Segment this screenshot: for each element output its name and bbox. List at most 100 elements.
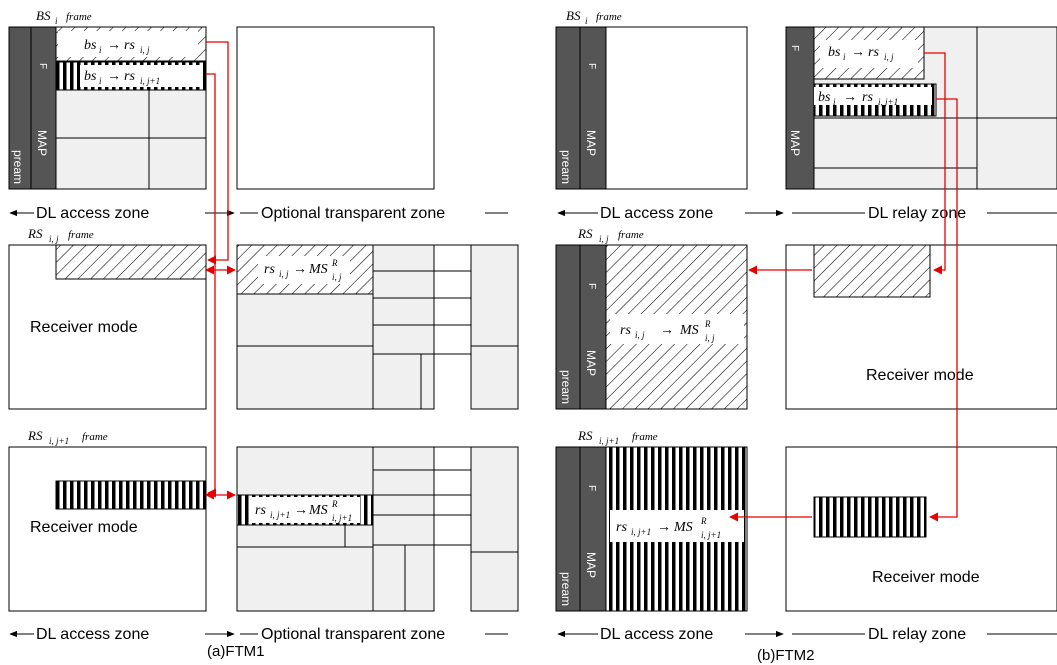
bs-relay-zone-b: MAP F xyxy=(785,26,1057,190)
caption-ftm2: (b)FTM2 xyxy=(757,647,815,664)
svg-text:F: F xyxy=(37,63,48,69)
bs-frame-label-a: BS i frame xyxy=(36,8,92,26)
rs-j-relay-b: Receiver mode xyxy=(785,244,1057,410)
svg-text:i, j: i, j xyxy=(599,234,609,244)
svg-text:rs: rs xyxy=(255,503,266,518)
svg-text:i, j: i, j xyxy=(635,330,645,340)
eq-bs-rs-j1-b: bs i → rs i, j+1 xyxy=(818,90,898,107)
zone-labels-a-bottom: DL access zone Optional transparent zone xyxy=(9,626,508,643)
svg-text:i, j+1: i, j+1 xyxy=(49,436,69,446)
bs-frame-b: pream MAP F xyxy=(555,26,748,190)
svg-text:i, j: i, j xyxy=(332,272,342,282)
zone-labels-a-top: DL access zone Optional transparent zone xyxy=(9,205,508,222)
svg-text:→: → xyxy=(657,520,671,535)
svg-text:DL access zone: DL access zone xyxy=(600,626,713,643)
eq-rs-ms-j-a: rs i, j → MS R i, j xyxy=(264,258,342,282)
svg-text:bs: bs xyxy=(84,38,97,53)
svg-text:rs: rs xyxy=(124,38,135,53)
svg-text:MAP: MAP xyxy=(35,130,49,156)
svg-text:RS: RS xyxy=(577,226,593,241)
svg-text:pream: pream xyxy=(559,370,573,404)
bs-frame-label-b: BS i frame xyxy=(566,8,622,26)
svg-text:R: R xyxy=(704,319,711,329)
svg-text:MS: MS xyxy=(673,520,693,535)
svg-text:DL access zone: DL access zone xyxy=(36,626,149,643)
svg-text:rs: rs xyxy=(264,262,275,277)
rs-j1-frame-a: Receiver mode xyxy=(8,446,207,612)
svg-text:rs: rs xyxy=(124,69,135,84)
svg-text:pream: pream xyxy=(11,150,25,184)
eq-rs-ms-j1-b: rs i, j+1 → MS R i, j+1 xyxy=(616,516,721,540)
svg-text:frame: frame xyxy=(68,229,94,241)
svg-text:rs: rs xyxy=(868,45,879,60)
zone-labels-b-top: DL access zone DL relay zone xyxy=(557,205,1057,222)
svg-text:pream: pream xyxy=(559,572,573,606)
svg-text:Receiver mode: Receiver mode xyxy=(30,519,138,536)
svg-text:i, j: i, j xyxy=(49,234,59,244)
arrows-b xyxy=(729,52,958,522)
svg-text:i, j+1: i, j+1 xyxy=(140,76,160,86)
svg-text:Optional transparent zone: Optional transparent zone xyxy=(261,205,445,222)
svg-text:RS: RS xyxy=(577,428,593,443)
rs-j1-transparent-a xyxy=(236,446,519,612)
svg-text:i, j+1: i, j+1 xyxy=(701,530,721,540)
svg-text:→: → xyxy=(107,38,121,53)
svg-text:→: → xyxy=(293,262,307,277)
svg-text:MAP: MAP xyxy=(584,130,598,156)
svg-text:i: i xyxy=(585,16,588,26)
svg-text:bs: bs xyxy=(84,69,97,84)
svg-text:DL relay zone: DL relay zone xyxy=(868,205,966,222)
svg-text:RS: RS xyxy=(27,428,43,443)
svg-text:MAP: MAP xyxy=(788,130,802,156)
eq-bs-rs-j-a: bs i → rs i, j xyxy=(84,38,150,55)
svg-text:DL access zone: DL access zone xyxy=(36,205,149,222)
svg-text:i, j+1: i, j+1 xyxy=(270,510,290,520)
svg-text:i, j+1: i, j+1 xyxy=(332,513,352,523)
svg-text:pream: pream xyxy=(559,150,573,184)
rs-j1-frame-b: pream MAP F xyxy=(555,446,748,612)
svg-text:frame: frame xyxy=(82,431,108,443)
svg-text:Receiver mode: Receiver mode xyxy=(872,569,980,586)
svg-text:R: R xyxy=(331,258,338,268)
svg-text:MS: MS xyxy=(308,503,328,518)
svg-text:MS: MS xyxy=(308,262,328,277)
svg-text:BS: BS xyxy=(36,8,51,23)
svg-text:→: → xyxy=(660,323,674,338)
transparent-zone-empty xyxy=(236,26,435,190)
rs-j1-relay-b: Receiver mode xyxy=(785,446,1057,612)
map-block xyxy=(30,26,57,190)
svg-text:i, j: i, j xyxy=(705,333,715,343)
svg-text:Receiver mode: Receiver mode xyxy=(866,367,974,384)
svg-text:RS: RS xyxy=(27,226,43,241)
svg-text:rs: rs xyxy=(862,90,873,105)
svg-text:F: F xyxy=(586,63,597,69)
svg-text:frame: frame xyxy=(66,11,92,23)
eq-bs-rs-j1-a: bs i → rs i, j+1 xyxy=(84,69,160,86)
eq-rs-ms-j1-a: rs i, j+1 → MS R i, j+1 xyxy=(255,499,352,523)
svg-text:→: → xyxy=(294,503,308,518)
svg-text:frame: frame xyxy=(632,431,658,443)
svg-text:i, j+1: i, j+1 xyxy=(599,436,619,446)
svg-text:R: R xyxy=(331,499,338,509)
rs-j-frame-label-b: RS i, j frame xyxy=(577,226,644,244)
svg-text:BS: BS xyxy=(566,8,581,23)
svg-text:F: F xyxy=(586,283,597,289)
svg-text:F: F xyxy=(789,45,800,51)
rs-j1-frame-label-b: RS i, j+1 frame xyxy=(577,428,658,446)
svg-text:frame: frame xyxy=(618,229,644,241)
rs-j1-frame-label-a: RS i, j+1 frame xyxy=(27,428,108,446)
zone-labels-b-bottom: DL access zone DL relay zone xyxy=(557,626,1057,643)
caption-ftm1: (a)FTM1 xyxy=(207,643,265,660)
svg-text:MS: MS xyxy=(679,323,699,338)
svg-text:DL relay zone: DL relay zone xyxy=(868,626,966,643)
svg-text:rs: rs xyxy=(620,323,631,338)
svg-text:i, j: i, j xyxy=(140,45,150,55)
svg-text:i, j: i, j xyxy=(884,52,894,62)
svg-text:frame: frame xyxy=(596,11,622,23)
svg-text:F: F xyxy=(586,485,597,491)
rs-j-frame-a: Receiver mode xyxy=(8,244,207,410)
svg-text:i, j+1: i, j+1 xyxy=(878,97,898,107)
svg-text:→: → xyxy=(843,90,857,105)
rs-j-frame-b: pream MAP F xyxy=(555,244,748,410)
